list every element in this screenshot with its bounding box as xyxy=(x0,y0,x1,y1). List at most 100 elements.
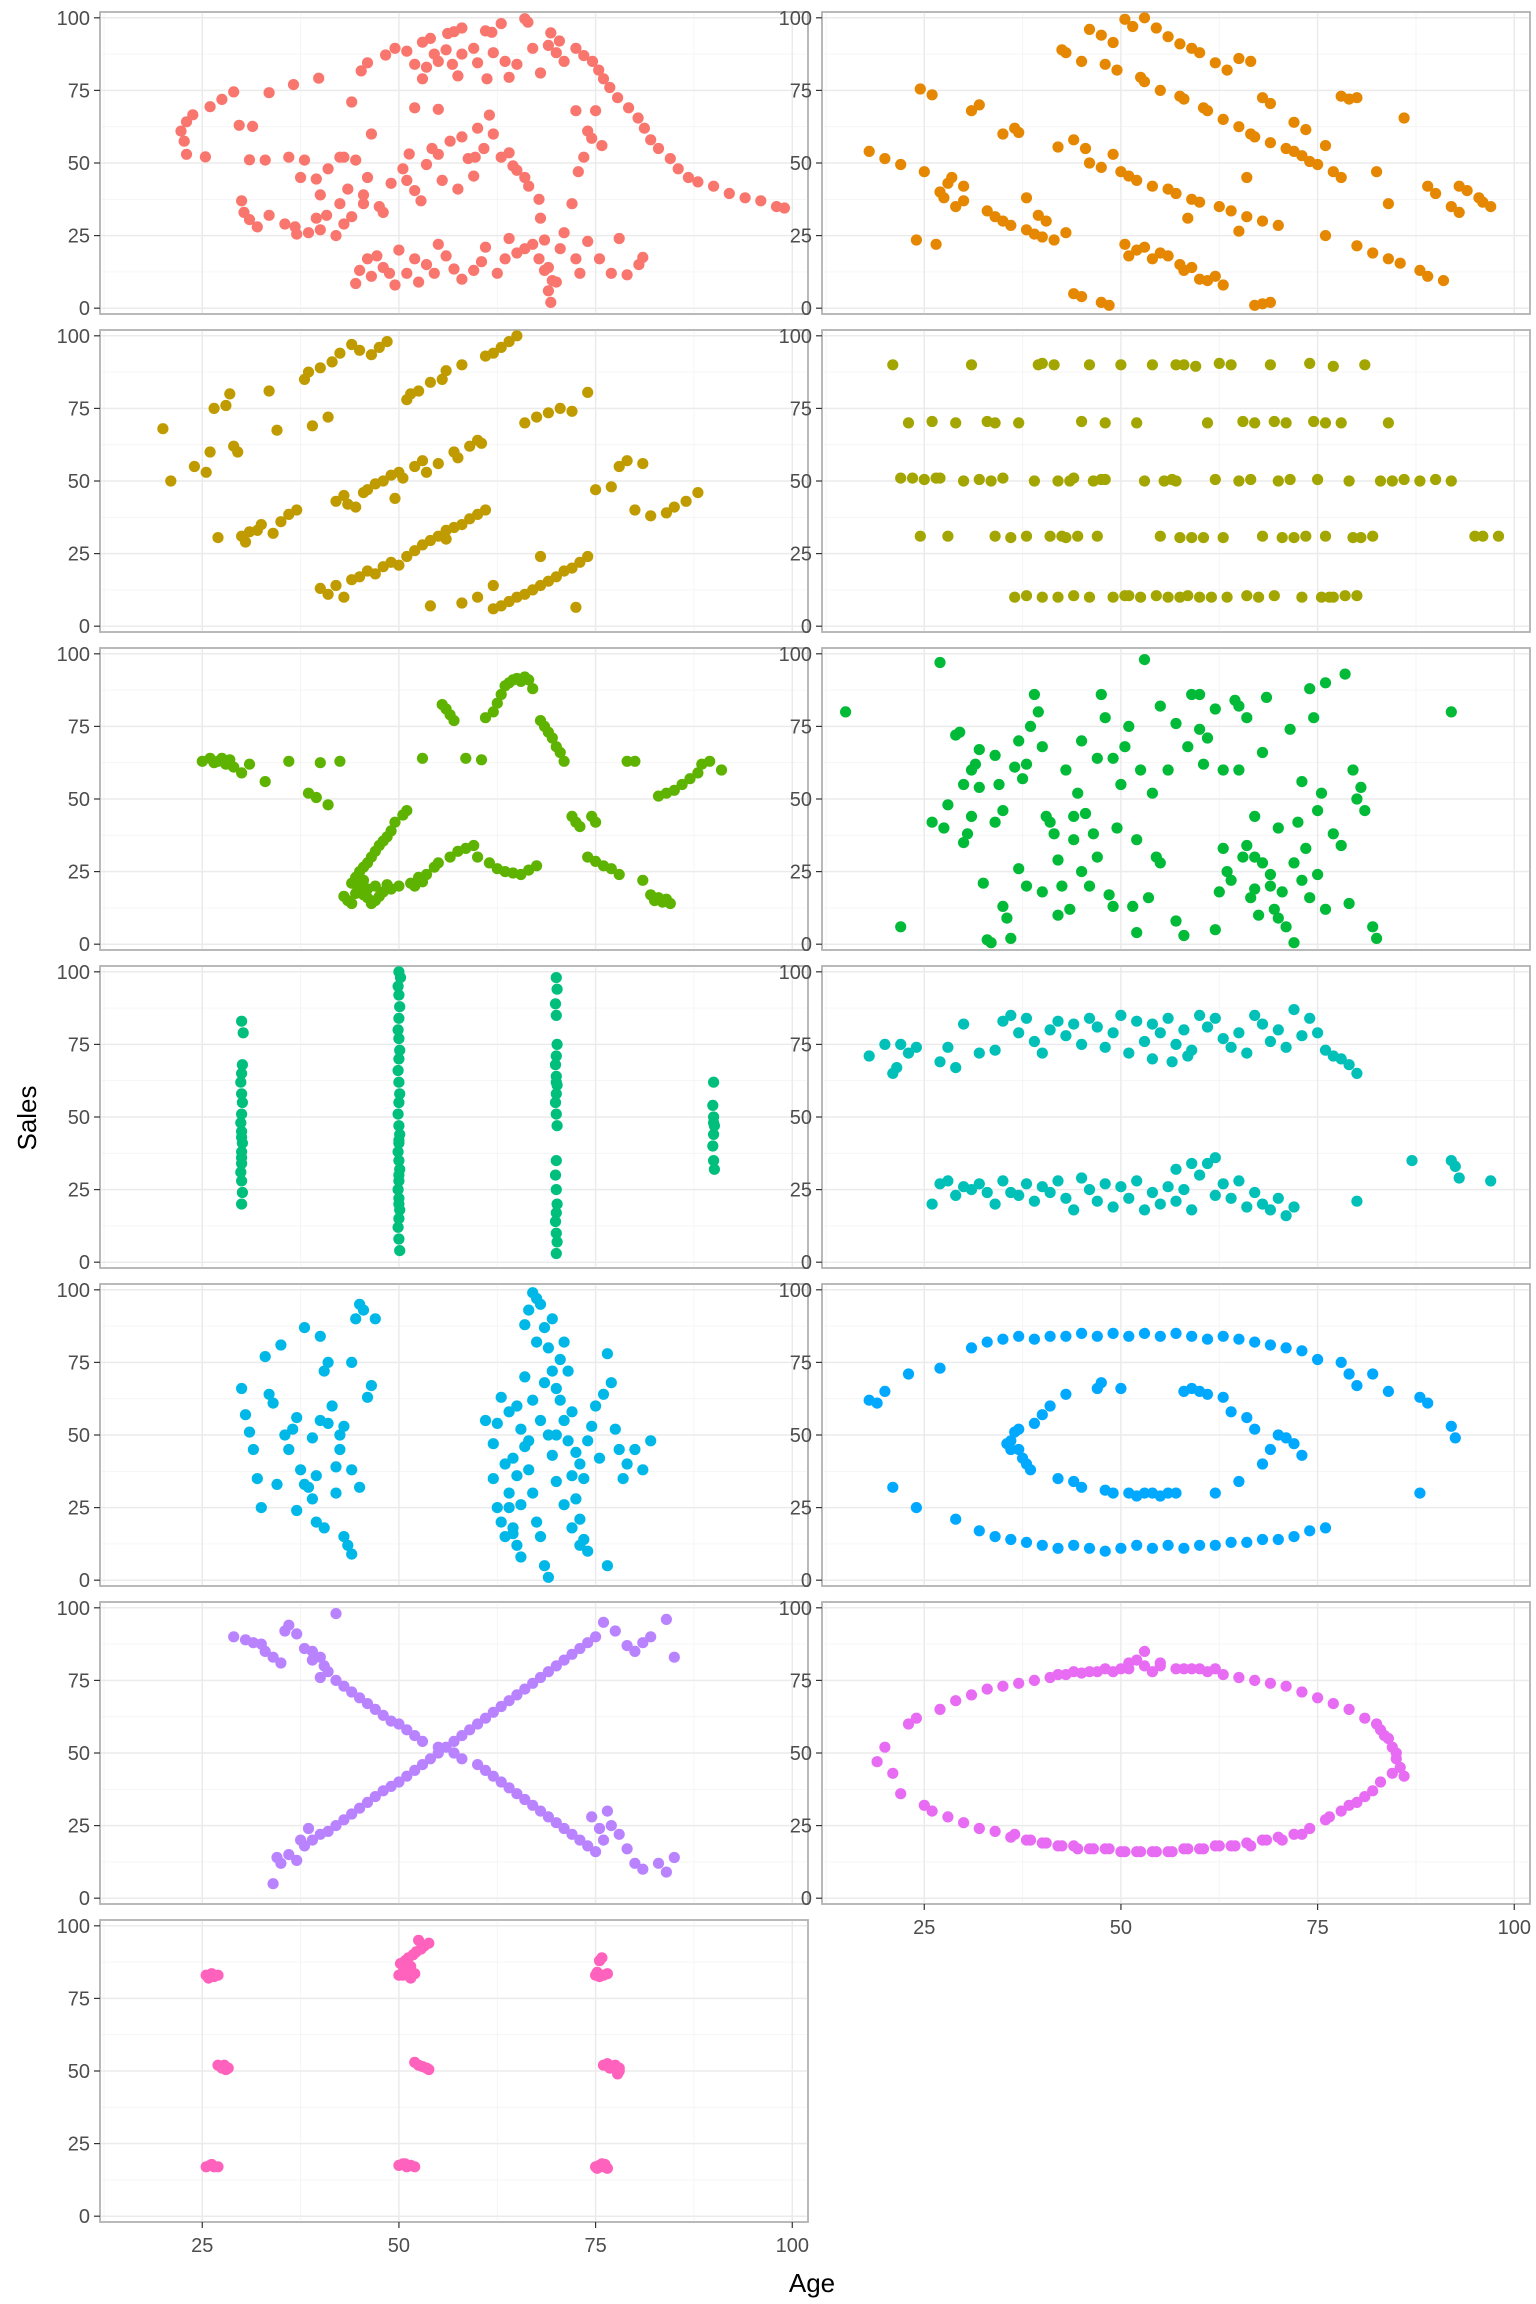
data-point xyxy=(314,757,326,769)
data-point xyxy=(1020,880,1033,892)
data-point xyxy=(424,1753,436,1765)
data-point xyxy=(1430,473,1442,486)
data-point xyxy=(420,466,433,478)
data-point xyxy=(1099,1545,1111,1557)
data-point xyxy=(1249,851,1261,863)
data-point xyxy=(519,1793,531,1806)
data-point xyxy=(322,163,334,175)
data-point xyxy=(938,822,950,834)
data-point xyxy=(1056,880,1068,892)
data-point xyxy=(1052,909,1064,921)
data-point xyxy=(637,1863,649,1875)
data-point xyxy=(989,417,1001,429)
data-point xyxy=(1091,752,1103,764)
data-point xyxy=(527,683,539,695)
data-point xyxy=(275,1857,287,1869)
data-point xyxy=(1178,93,1190,105)
data-point xyxy=(1217,1178,1229,1190)
data-point xyxy=(499,253,511,265)
data-point xyxy=(409,102,421,114)
data-point xyxy=(1186,1204,1198,1216)
data-point xyxy=(346,96,358,108)
data-point xyxy=(950,1695,962,1707)
data-point xyxy=(1103,299,1115,311)
data-point xyxy=(394,1044,406,1056)
data-point xyxy=(1292,816,1304,828)
data-point xyxy=(1268,590,1280,602)
data-point xyxy=(942,530,954,542)
data-point xyxy=(997,1680,1009,1692)
data-point xyxy=(778,202,791,214)
data-point xyxy=(533,193,545,205)
data-point xyxy=(840,706,852,718)
data-point xyxy=(460,752,472,764)
data-point xyxy=(715,764,728,776)
data-point xyxy=(1099,1041,1111,1053)
data-point xyxy=(1170,1487,1182,1499)
data-point xyxy=(562,1435,574,1447)
data-point xyxy=(1083,359,1096,371)
data-point xyxy=(1194,196,1206,208)
data-point xyxy=(503,1487,515,1499)
data-point xyxy=(550,972,562,984)
data-point xyxy=(1131,927,1143,939)
y-tick-label: 25 xyxy=(790,1816,812,1838)
data-point xyxy=(1194,688,1206,701)
data-point xyxy=(549,1096,562,1109)
data-point xyxy=(523,1304,535,1316)
data-point xyxy=(436,174,448,186)
data-point xyxy=(468,264,480,276)
data-point xyxy=(350,1313,362,1325)
data-point xyxy=(562,1365,574,1377)
data-point xyxy=(1095,688,1107,701)
data-point xyxy=(499,55,511,67)
data-point xyxy=(495,18,507,30)
data-point xyxy=(1072,787,1084,799)
data-point xyxy=(997,805,1009,817)
data-point xyxy=(291,504,303,516)
data-point xyxy=(511,1470,523,1482)
data-point xyxy=(515,1499,527,1511)
data-point xyxy=(338,489,350,502)
data-point xyxy=(228,86,240,98)
data-point xyxy=(1131,174,1143,186)
data-point xyxy=(1280,1680,1292,1692)
data-point xyxy=(542,39,555,52)
data-point xyxy=(621,269,633,281)
data-point xyxy=(1028,688,1040,701)
data-point xyxy=(621,755,633,767)
data-point xyxy=(423,2063,435,2076)
data-point xyxy=(596,140,608,152)
data-point xyxy=(1296,150,1308,162)
data-point xyxy=(243,214,256,226)
data-point xyxy=(444,135,456,147)
data-point xyxy=(206,1968,218,1980)
y-tick-label: 25 xyxy=(790,226,812,248)
data-point xyxy=(487,1438,499,1450)
data-point xyxy=(377,1709,389,1721)
data-point xyxy=(1406,1155,1418,1167)
data-point xyxy=(511,1400,523,1412)
data-point xyxy=(495,1391,507,1403)
data-point xyxy=(1241,1047,1253,1059)
data-point xyxy=(1209,1189,1221,1201)
data-point xyxy=(283,151,295,163)
data-point xyxy=(295,171,307,184)
data-point xyxy=(550,1475,562,1488)
data-point xyxy=(930,238,942,250)
data-point xyxy=(550,1660,562,1672)
data-point xyxy=(1327,828,1339,840)
y-tick-label: 50 xyxy=(68,789,90,811)
facet-points xyxy=(863,1327,1461,1557)
data-point xyxy=(444,851,456,863)
data-point xyxy=(1135,1846,1147,1858)
data-point xyxy=(660,507,673,519)
data-point xyxy=(306,1493,318,1505)
data-point xyxy=(1241,1536,1253,1548)
data-point xyxy=(946,171,958,184)
data-point xyxy=(1249,417,1261,429)
data-point xyxy=(283,1443,295,1456)
data-point xyxy=(1374,1776,1387,1788)
data-point xyxy=(237,1027,249,1039)
data-point xyxy=(432,148,444,160)
